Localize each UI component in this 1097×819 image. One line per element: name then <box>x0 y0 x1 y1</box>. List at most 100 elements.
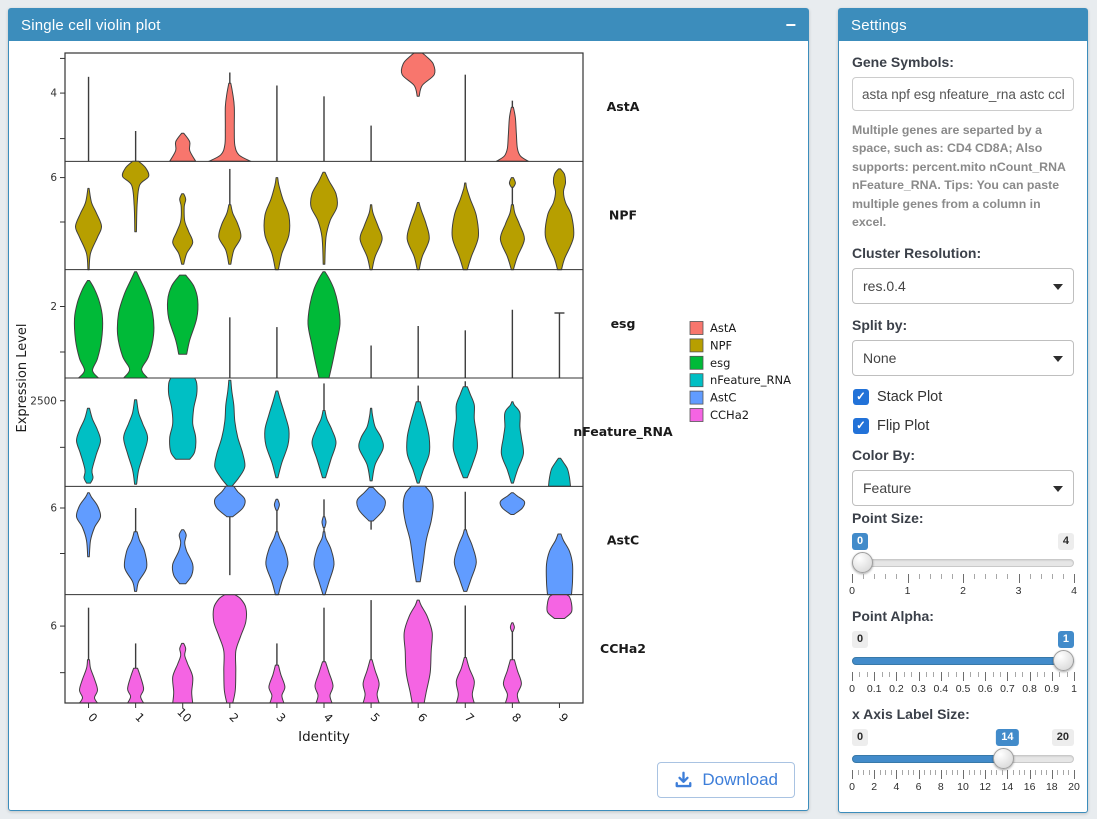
grid-tick-label: 6 <box>915 780 922 793</box>
slider-handle[interactable] <box>852 551 873 573</box>
grid-minor-tick <box>903 671 905 677</box>
grid-minor-tick <box>935 769 937 775</box>
violin-shape <box>73 280 104 379</box>
grid-major-tick <box>1007 769 1009 779</box>
slider-badges: 0 14 20 <box>852 728 1074 748</box>
slider-track[interactable] <box>852 558 1074 567</box>
collapse-icon[interactable]: − <box>785 15 796 35</box>
x-axis-tick-label: 3 <box>274 710 289 725</box>
violin-shape <box>123 531 148 592</box>
grid-tick-label: 0.5 <box>955 682 971 695</box>
cluster-resolution-value: res.0.4 <box>863 277 906 294</box>
gene-symbols-input[interactable] <box>852 77 1074 111</box>
grid-minor-tick <box>866 671 868 677</box>
violin-shape <box>321 516 327 528</box>
x-axis-tick-label: 4 <box>321 710 336 725</box>
x-axis-tick-label: 6 <box>415 710 430 725</box>
color-by-select[interactable]: Feature <box>852 469 1074 506</box>
violin-shape <box>358 407 384 482</box>
slider-track-zone[interactable] <box>852 551 1074 574</box>
y-axis-title: Expression Level <box>15 323 30 432</box>
violin-shape <box>508 177 516 188</box>
grid-minor-tick <box>1057 769 1059 775</box>
settings-panel-title: Settings <box>851 16 907 34</box>
grid-minor-tick <box>913 769 915 775</box>
slider-handle[interactable] <box>992 747 1014 769</box>
grid-tick-label: 8 <box>937 780 944 793</box>
grid-minor-tick <box>911 671 913 677</box>
chevron-down-icon <box>1053 355 1063 362</box>
gene-symbols-label: Gene Symbols: <box>852 54 954 70</box>
slider-handle[interactable] <box>1053 649 1074 671</box>
x-axis-tick-label: 10 <box>174 705 194 725</box>
violin-plot: 4 AstA 6 NPF 2 esg 2500 nFeature_RNA 6 AstC 6 CCHa2… <box>15 52 791 745</box>
flip-plot-checkbox-row[interactable]: ✓ Flip Plot <box>853 417 1074 434</box>
slider-track-zone[interactable] <box>852 747 1074 770</box>
slider-track-zone[interactable] <box>852 649 1074 672</box>
cluster-resolution-select[interactable]: res.0.4 <box>852 267 1074 304</box>
x-axis-tick-label: 1 <box>132 710 147 725</box>
gene-row-label: AstC <box>607 533 639 548</box>
slider-grid: 0 0.1 0.2 0.3 0.4 0.5 0.6 0.7 0.8 0.9 1 <box>849 671 1077 696</box>
violin-shape <box>171 529 194 585</box>
split-by-select[interactable]: None <box>852 339 1074 376</box>
grid-minor-tick <box>955 671 957 677</box>
grid-tick-label: 14 <box>1001 780 1014 793</box>
y-axis-tick-label: 6 <box>50 172 57 184</box>
grid-minor-tick <box>1044 671 1046 677</box>
gene-row-label: CCHa2 <box>600 641 646 656</box>
y-axis-tick-label: 4 <box>50 88 57 100</box>
grid-tick-label: 12 <box>979 780 992 793</box>
violin-shape <box>75 407 102 484</box>
grid-tick-label: 0 <box>849 584 855 597</box>
x-axis-tick-label: 9 <box>556 710 571 725</box>
violin-shape <box>502 659 522 704</box>
plot-area: 4 AstA 6 NPF 2 esg 2500 nFeature_RNA 6 AstC 6 CCHa2… <box>9 41 808 778</box>
grid-tick-label: 0.3 <box>911 682 926 695</box>
stack-plot-label: Stack Plot <box>877 388 943 405</box>
facet-row-nFeature_RNA <box>75 377 571 487</box>
grid-tick-label: 1 <box>904 584 911 597</box>
violin-shape <box>208 82 252 162</box>
grid-major-tick <box>963 671 964 681</box>
grid-tick-label: 0.8 <box>1022 682 1037 695</box>
violin-shape <box>218 204 242 265</box>
gene-row-label: esg <box>611 316 636 331</box>
legend-label: NPF <box>710 338 732 352</box>
grid-minor-tick <box>859 671 861 677</box>
grid-tick-label: 0.1 <box>866 682 882 695</box>
slider-minmax-badge: 0 <box>852 728 869 746</box>
violin-shape <box>356 486 386 522</box>
grid-major-tick <box>918 671 920 681</box>
legend-label: nFeature_RNA <box>710 373 791 387</box>
grid-minor-tick <box>996 573 998 579</box>
violin-shape <box>452 386 478 479</box>
checkbox-checked-icon[interactable]: ✓ <box>853 388 869 405</box>
stack-plot-checkbox-row[interactable]: ✓ Stack Plot <box>853 388 1074 405</box>
legend-label: CCHa2 <box>710 408 749 422</box>
grid-minor-tick <box>1066 671 1068 677</box>
grid-minor-tick <box>1018 769 1020 775</box>
checkbox-checked-icon[interactable]: ✓ <box>853 417 869 434</box>
grid-minor-tick <box>896 573 898 579</box>
violin-shape <box>495 106 529 162</box>
grid-minor-tick <box>1001 769 1003 775</box>
grid-minor-tick <box>885 573 887 579</box>
x-axis-tick-label: 5 <box>368 710 383 725</box>
grid-major-tick <box>874 769 876 779</box>
grid-minor-tick <box>977 671 979 677</box>
download-button[interactable]: Download <box>657 762 795 798</box>
violin-shape <box>307 271 341 379</box>
grid-minor-tick <box>1024 769 1026 775</box>
violin-shape <box>402 485 434 583</box>
x-axis-tick-label: 7 <box>462 710 477 725</box>
y-axis-tick-label: 2500 <box>30 395 57 407</box>
flip-plot-label: Flip Plot <box>877 417 930 434</box>
grid-tick-label: 0.7 <box>1000 682 1015 695</box>
slider-x_axis_label_size: x Axis Label Size: 0 14 20 0 2 4 6 8 10 12 14 16 18 20 <box>849 706 1080 794</box>
violin-shape <box>116 271 155 379</box>
violin-shape <box>499 204 525 271</box>
sliders-container: Point Size: 0 4 0 1 2 3 4 Point Alpha: 0 1 0 0.1 0.2 0… <box>849 510 1080 794</box>
violin-shape <box>263 177 291 271</box>
grid-major-tick <box>940 671 942 681</box>
